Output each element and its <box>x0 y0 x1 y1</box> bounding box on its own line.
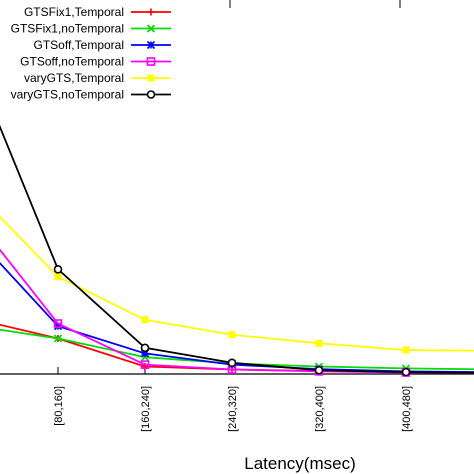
legend-marker <box>146 40 156 50</box>
data-point <box>53 322 63 331</box>
data-point <box>53 264 63 274</box>
data-point <box>53 334 63 343</box>
legend-label: GTSFix1,noTemporal <box>11 22 124 36</box>
x-tick-label: [80,160] <box>53 386 65 426</box>
series-line <box>0 124 474 374</box>
x-tick-label: [400,480] <box>401 386 413 432</box>
data-point <box>227 358 237 368</box>
legend-marker <box>147 8 155 16</box>
legend-marker <box>146 57 156 66</box>
data-point <box>228 331 236 339</box>
legend: GTSFix1,Temporal GTSFix1,noTemporal GTSoff… <box>11 5 171 102</box>
legend-label: varyGTS,Temporal <box>24 71 124 85</box>
data-point <box>402 346 410 354</box>
x-tick-label: [320,400] <box>314 386 326 432</box>
data-point <box>401 367 411 377</box>
data-point <box>140 360 150 369</box>
data-point <box>314 365 324 375</box>
legend-label: GTSoff,noTemporal <box>20 55 124 69</box>
data-point <box>141 316 149 324</box>
legend-marker <box>146 90 156 99</box>
data-point <box>53 319 63 328</box>
x-tick-label: [240,320] <box>227 386 239 432</box>
legend-marker <box>147 74 155 82</box>
data-point <box>54 273 62 281</box>
legend-marker <box>146 24 156 33</box>
data-point <box>140 349 150 358</box>
series-6 <box>0 124 474 377</box>
x-axis-label: Latency(msec) <box>244 454 355 473</box>
series-line <box>0 215 474 352</box>
series-layer <box>0 124 474 377</box>
data-point <box>315 339 323 347</box>
legend-label: GTSoff,Temporal <box>34 38 124 52</box>
x-tick-label: [160,240] <box>140 386 152 432</box>
series-5 <box>0 215 474 354</box>
data-point <box>140 343 150 353</box>
x-axis-ticks: [80,160] [160,240] [240,320] [320,400] [400,… <box>53 367 413 432</box>
plot-frame <box>0 0 474 375</box>
legend-label: GTSFix1,Temporal <box>24 5 124 19</box>
legend-label: varyGTS,noTemporal <box>11 88 124 102</box>
